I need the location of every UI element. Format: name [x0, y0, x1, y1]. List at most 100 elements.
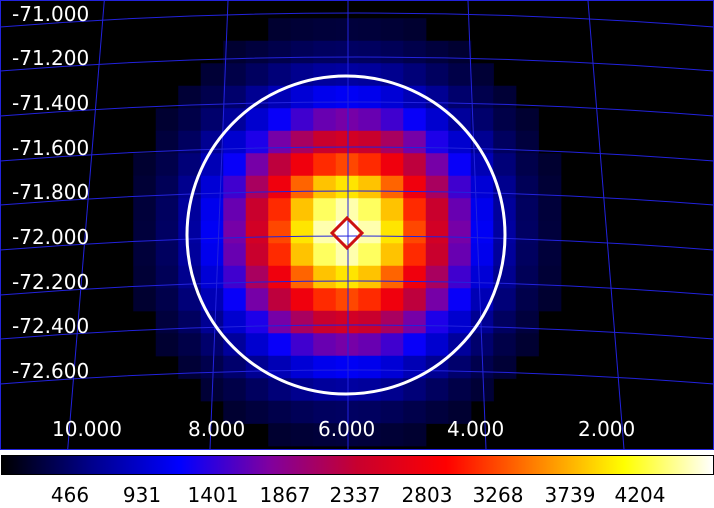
image-pixel: [335, 243, 359, 267]
image-pixel: [380, 265, 404, 289]
image-pixel: [245, 175, 269, 199]
image-pixel: [313, 85, 337, 109]
image-pixel: [358, 310, 382, 334]
image-pixel: [178, 243, 202, 267]
ra-gridline: [467, 0, 487, 450]
image-pixel: [200, 198, 224, 222]
image-pixel: [358, 423, 382, 447]
image-pixel: [403, 130, 427, 154]
image-pixel: [470, 63, 494, 87]
image-pixel: [155, 175, 179, 199]
image-pixel: [200, 220, 224, 244]
dec-gridline: [0, 101, 714, 117]
ra-label: 6.000: [318, 417, 376, 441]
image-pixel: [313, 423, 337, 447]
image-pixel: [178, 108, 202, 132]
dec-gridline: [0, 56, 714, 72]
image-pixel: [403, 355, 427, 379]
image-pixel: [335, 333, 359, 357]
image-pixel: [268, 333, 292, 357]
image-pixel: [493, 85, 517, 109]
image-pixel: [493, 108, 517, 132]
image-pixel: [335, 18, 359, 42]
image-pixel: [425, 265, 449, 289]
image-pixel: [200, 355, 224, 379]
image-pixel: [313, 333, 337, 357]
image-pixel: [358, 355, 382, 379]
image-pixel: [245, 130, 269, 154]
image-pixel: [178, 355, 202, 379]
image-pixel: [448, 378, 472, 402]
image-pixel: [133, 175, 157, 199]
image-pixel: [425, 153, 449, 177]
image-pixel: [403, 243, 427, 267]
image-pixel: [178, 333, 202, 357]
image-pixel: [470, 243, 494, 267]
image-pixel: [268, 63, 292, 87]
image-pixel: [538, 220, 562, 244]
image-pixel: [245, 400, 269, 424]
colorbar-tick-label: 2803: [401, 483, 453, 507]
image-pixel: [403, 198, 427, 222]
image-pixel: [493, 310, 517, 334]
image-pixel: [155, 108, 179, 132]
image-pixel: [403, 175, 427, 199]
image-pixel: [268, 108, 292, 132]
image-pixel: [223, 243, 247, 267]
image-pixel: [538, 153, 562, 177]
image-pixel: [313, 310, 337, 334]
image-pixel: [515, 243, 539, 267]
image-pixel: [358, 400, 382, 424]
image-pixel: [358, 198, 382, 222]
image-pixel: [313, 108, 337, 132]
image-pixel: [313, 265, 337, 289]
image-pixel: [425, 220, 449, 244]
image-pixel: [425, 400, 449, 424]
image-pixel: [515, 333, 539, 357]
image-pixel: [290, 18, 314, 42]
image-pixel: [268, 378, 292, 402]
image-pixel: [538, 265, 562, 289]
image-pixel: [425, 175, 449, 199]
image-pixel: [515, 108, 539, 132]
image-pixel: [358, 130, 382, 154]
image-pixel: [380, 108, 404, 132]
image-pixel: [515, 288, 539, 312]
ra-label: 2.000: [578, 417, 636, 441]
image-pixel: [403, 288, 427, 312]
colorbar-tick-label: 2337: [329, 483, 381, 507]
image-pixel: [313, 63, 337, 87]
image-pixel: [493, 130, 517, 154]
image-pixel: [448, 175, 472, 199]
image-pixel: [245, 310, 269, 334]
image-pixel: [223, 63, 247, 87]
image-pixel: [200, 85, 224, 109]
image-pixel: [470, 175, 494, 199]
image-pixel: [313, 18, 337, 42]
image-pixel: [380, 153, 404, 177]
image-pixel: [403, 63, 427, 87]
image-pixel: [290, 333, 314, 357]
image-pixel: [335, 310, 359, 334]
image-pixel: [223, 378, 247, 402]
image-pixel: [268, 400, 292, 424]
image-pixel: [335, 130, 359, 154]
image-pixel: [155, 153, 179, 177]
image-pixel: [268, 220, 292, 244]
dec-gridline: [0, 280, 714, 296]
image-pixel: [245, 333, 269, 357]
image-pixel: [133, 288, 157, 312]
image-pixel: [448, 243, 472, 267]
image-pixel: [313, 288, 337, 312]
image-pixel: [403, 108, 427, 132]
image-pixel: [223, 310, 247, 334]
image-pixel: [245, 63, 269, 87]
image-pixel: [155, 130, 179, 154]
image-pixel: [335, 40, 359, 64]
image-pixel: [358, 288, 382, 312]
image-pixel: [380, 423, 404, 447]
image-pixel: [155, 310, 179, 334]
image-pixel: [290, 220, 314, 244]
image-pixel: [290, 40, 314, 64]
image-pixel: [290, 108, 314, 132]
